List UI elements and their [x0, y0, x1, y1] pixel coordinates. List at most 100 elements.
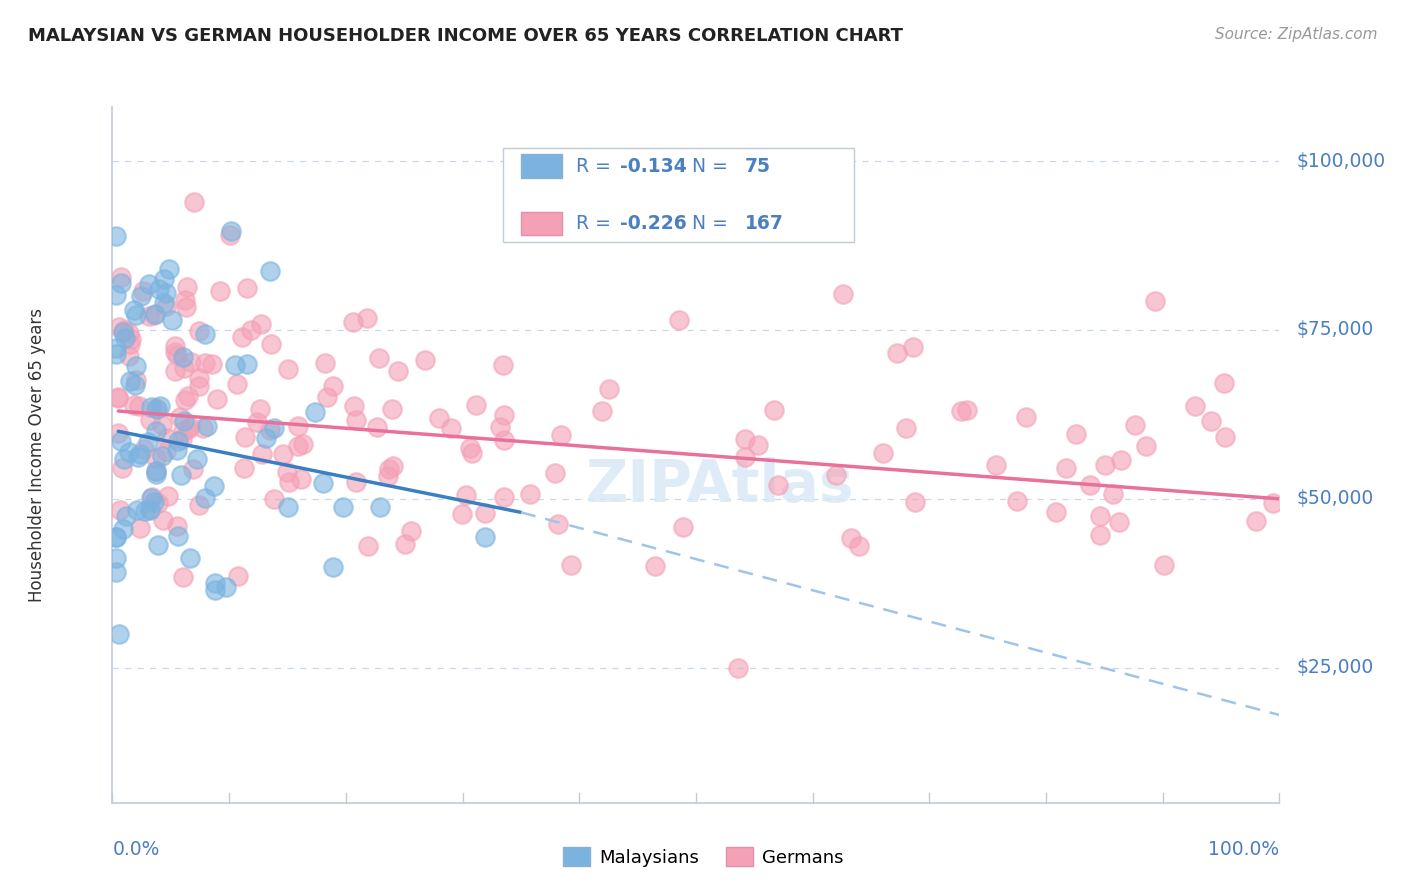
- Point: [249, 317, 271, 331]
- Point: [173, 361, 195, 376]
- Point: [122, 303, 145, 318]
- Point: [368, 351, 391, 365]
- Point: [519, 487, 541, 501]
- Point: [233, 430, 256, 444]
- Point: [145, 464, 167, 478]
- Point: [872, 446, 894, 460]
- Point: [1007, 494, 1029, 508]
- Point: [232, 461, 254, 475]
- Point: [1199, 414, 1222, 428]
- Point: [259, 337, 281, 351]
- Point: [747, 438, 769, 452]
- Point: [149, 400, 172, 414]
- Point: [287, 419, 309, 434]
- Point: [125, 359, 148, 373]
- Point: [173, 414, 195, 428]
- Point: [226, 568, 249, 582]
- Point: [155, 444, 177, 458]
- Point: [1088, 509, 1111, 524]
- Point: [550, 428, 572, 442]
- Point: [1143, 294, 1166, 309]
- Point: [668, 313, 690, 327]
- Point: [1261, 495, 1284, 509]
- Point: [342, 314, 364, 328]
- Text: $50,000: $50,000: [1296, 490, 1374, 508]
- Point: [291, 437, 314, 451]
- Point: [474, 506, 496, 520]
- Point: [132, 284, 155, 298]
- Point: [314, 356, 336, 370]
- Point: [104, 228, 127, 243]
- Point: [276, 466, 298, 480]
- Point: [179, 420, 201, 434]
- Text: ZIPAtlas: ZIPAtlas: [585, 457, 853, 514]
- Point: [139, 491, 162, 505]
- Text: 100.0%: 100.0%: [1208, 840, 1279, 859]
- Point: [277, 500, 299, 514]
- Point: [454, 488, 477, 502]
- Point: [191, 421, 214, 435]
- Point: [183, 194, 205, 209]
- Point: [894, 421, 917, 435]
- Point: [186, 451, 208, 466]
- Point: [145, 424, 167, 438]
- Point: [145, 450, 167, 465]
- Point: [207, 392, 229, 406]
- Point: [591, 404, 613, 418]
- Point: [322, 378, 344, 392]
- Point: [598, 382, 620, 396]
- Point: [1213, 376, 1236, 390]
- Point: [259, 423, 281, 437]
- Point: [108, 320, 131, 334]
- Text: $75,000: $75,000: [1296, 320, 1374, 340]
- Point: [129, 447, 152, 461]
- Point: [672, 520, 695, 534]
- Point: [322, 560, 344, 574]
- Point: [1153, 558, 1175, 573]
- Point: [290, 471, 312, 485]
- Point: [179, 551, 201, 566]
- Point: [734, 450, 756, 465]
- Point: [112, 322, 135, 336]
- Point: [118, 374, 141, 388]
- Point: [111, 460, 134, 475]
- Point: [768, 478, 790, 492]
- Point: [138, 309, 160, 323]
- Point: [183, 461, 205, 475]
- Point: [381, 401, 404, 416]
- Text: 0.0%: 0.0%: [112, 840, 160, 859]
- Point: [104, 550, 127, 565]
- Point: [132, 442, 155, 457]
- Point: [169, 410, 191, 425]
- Point: [204, 583, 226, 598]
- Text: MALAYSIAN VS GERMAN HOUSEHOLDER INCOME OVER 65 YEARS CORRELATION CHART: MALAYSIAN VS GERMAN HOUSEHOLDER INCOME O…: [28, 27, 903, 45]
- Point: [142, 494, 165, 508]
- Point: [150, 450, 173, 464]
- Point: [1064, 426, 1087, 441]
- Point: [104, 347, 127, 361]
- FancyBboxPatch shape: [520, 211, 562, 235]
- Point: [277, 362, 299, 376]
- Point: [1045, 505, 1067, 519]
- Point: [143, 307, 166, 321]
- Point: [172, 424, 194, 438]
- Point: [139, 503, 162, 517]
- Point: [129, 521, 152, 535]
- Point: [1123, 417, 1146, 432]
- Point: [107, 391, 129, 405]
- Point: [141, 490, 163, 504]
- Point: [356, 310, 378, 325]
- Point: [560, 558, 582, 573]
- Text: -0.134: -0.134: [620, 157, 688, 176]
- Point: [904, 495, 927, 509]
- Point: [956, 402, 979, 417]
- Point: [440, 421, 463, 435]
- Point: [848, 539, 870, 553]
- Point: [166, 442, 188, 457]
- Point: [127, 450, 149, 464]
- Point: [464, 398, 486, 412]
- Point: [152, 513, 174, 527]
- Point: [263, 492, 285, 507]
- Point: [187, 379, 209, 393]
- Text: 167: 167: [745, 214, 785, 233]
